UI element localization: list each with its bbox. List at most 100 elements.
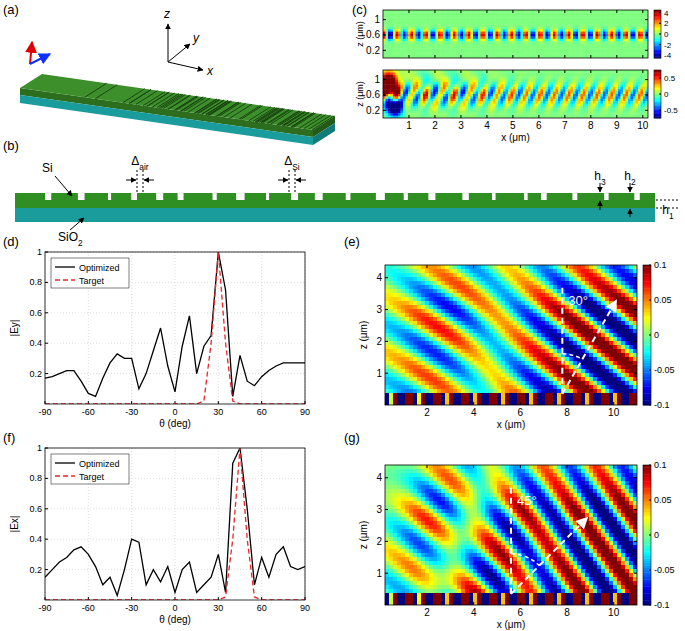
field-cell [496,29,499,32]
field-cell [433,32,436,35]
field-cell [423,36,426,39]
field-cell [561,15,564,18]
field-cell [556,53,559,56]
field-cell [418,48,421,51]
axis-label: y [192,31,200,45]
si-tooth [85,193,108,201]
field-cell [386,46,389,49]
field-cell [486,27,489,30]
field-cell [396,41,399,44]
field-cell [566,44,569,47]
field-cell [426,48,429,51]
field-cell [528,53,531,56]
grating-line [157,94,179,108]
field-cell [596,29,599,32]
field-cell [543,48,546,51]
field-cell [611,51,614,54]
field-cell [561,53,564,56]
field-cell [546,29,549,32]
field-cell [421,41,424,44]
field-cell [401,29,404,32]
field-cell [468,53,471,56]
field-cell [396,17,399,20]
field-cell [383,48,386,51]
label-sub: 1 [669,211,674,221]
field-cell [501,15,504,18]
field-cell [426,32,429,35]
field-cell [508,34,511,37]
field-cell [391,53,394,56]
grating-line [260,108,282,122]
field-cell [491,15,494,18]
field-cell [561,34,564,37]
field-cell [546,41,549,44]
field-cell [496,22,499,25]
field-cell [463,53,466,56]
gap-arrow [278,180,288,181]
field-cell [473,46,476,49]
field-cell [516,53,519,56]
field-cell [428,48,431,51]
field-cell [611,29,614,32]
field-cell [438,24,441,27]
field-cell [471,20,474,23]
field-cell [406,41,409,44]
field-cell [506,22,509,25]
gap-guide [295,170,296,194]
field-cell [503,24,506,27]
field-cell [466,36,469,39]
field-cell [488,10,491,13]
field-cell [441,22,444,25]
field-cell [388,46,391,49]
field-cell [411,17,414,20]
field-cell [601,32,604,35]
field-cell [606,53,609,56]
field-cell [453,51,456,54]
field-cell [438,20,441,23]
field-cell [483,20,486,23]
field-cell [393,46,396,49]
field-cell [433,20,436,23]
field-cell [588,22,591,25]
field-cell [508,39,511,42]
field-cell [383,41,386,44]
panel-label: (d) [3,234,19,249]
field-cell [548,36,551,39]
field-cell [521,27,524,30]
field-cell [491,29,494,32]
field-cell [601,20,604,23]
field-cell [568,24,571,27]
field-cell [546,39,549,42]
gap-arrow [296,180,306,181]
field-cell [483,53,486,56]
field-cell [558,15,561,18]
field-cell [571,27,574,30]
field-cell [513,10,516,13]
field-cell [451,44,454,47]
field-cell [486,24,489,27]
field-cell [548,20,551,23]
field-cell [481,48,484,51]
field-cell [608,29,611,32]
field-cell [526,53,529,56]
field-cell [466,10,469,13]
field-cell [563,24,566,27]
field-cell [593,15,596,18]
field-cell [456,20,459,23]
field-cell [433,48,436,51]
field-cell [433,27,436,30]
field-cell [486,46,489,49]
field-cell [493,46,496,49]
field-cell [481,20,484,23]
field-cell [478,17,481,20]
field-cell [513,15,516,18]
field-cell [408,32,411,35]
field-cell [553,41,556,44]
field-cell [593,20,596,23]
field-cell [583,17,586,20]
field-cell [481,32,484,35]
field-cell [513,20,516,23]
field-cell [541,32,544,35]
field-cell [553,20,556,23]
field-cell [473,36,476,39]
